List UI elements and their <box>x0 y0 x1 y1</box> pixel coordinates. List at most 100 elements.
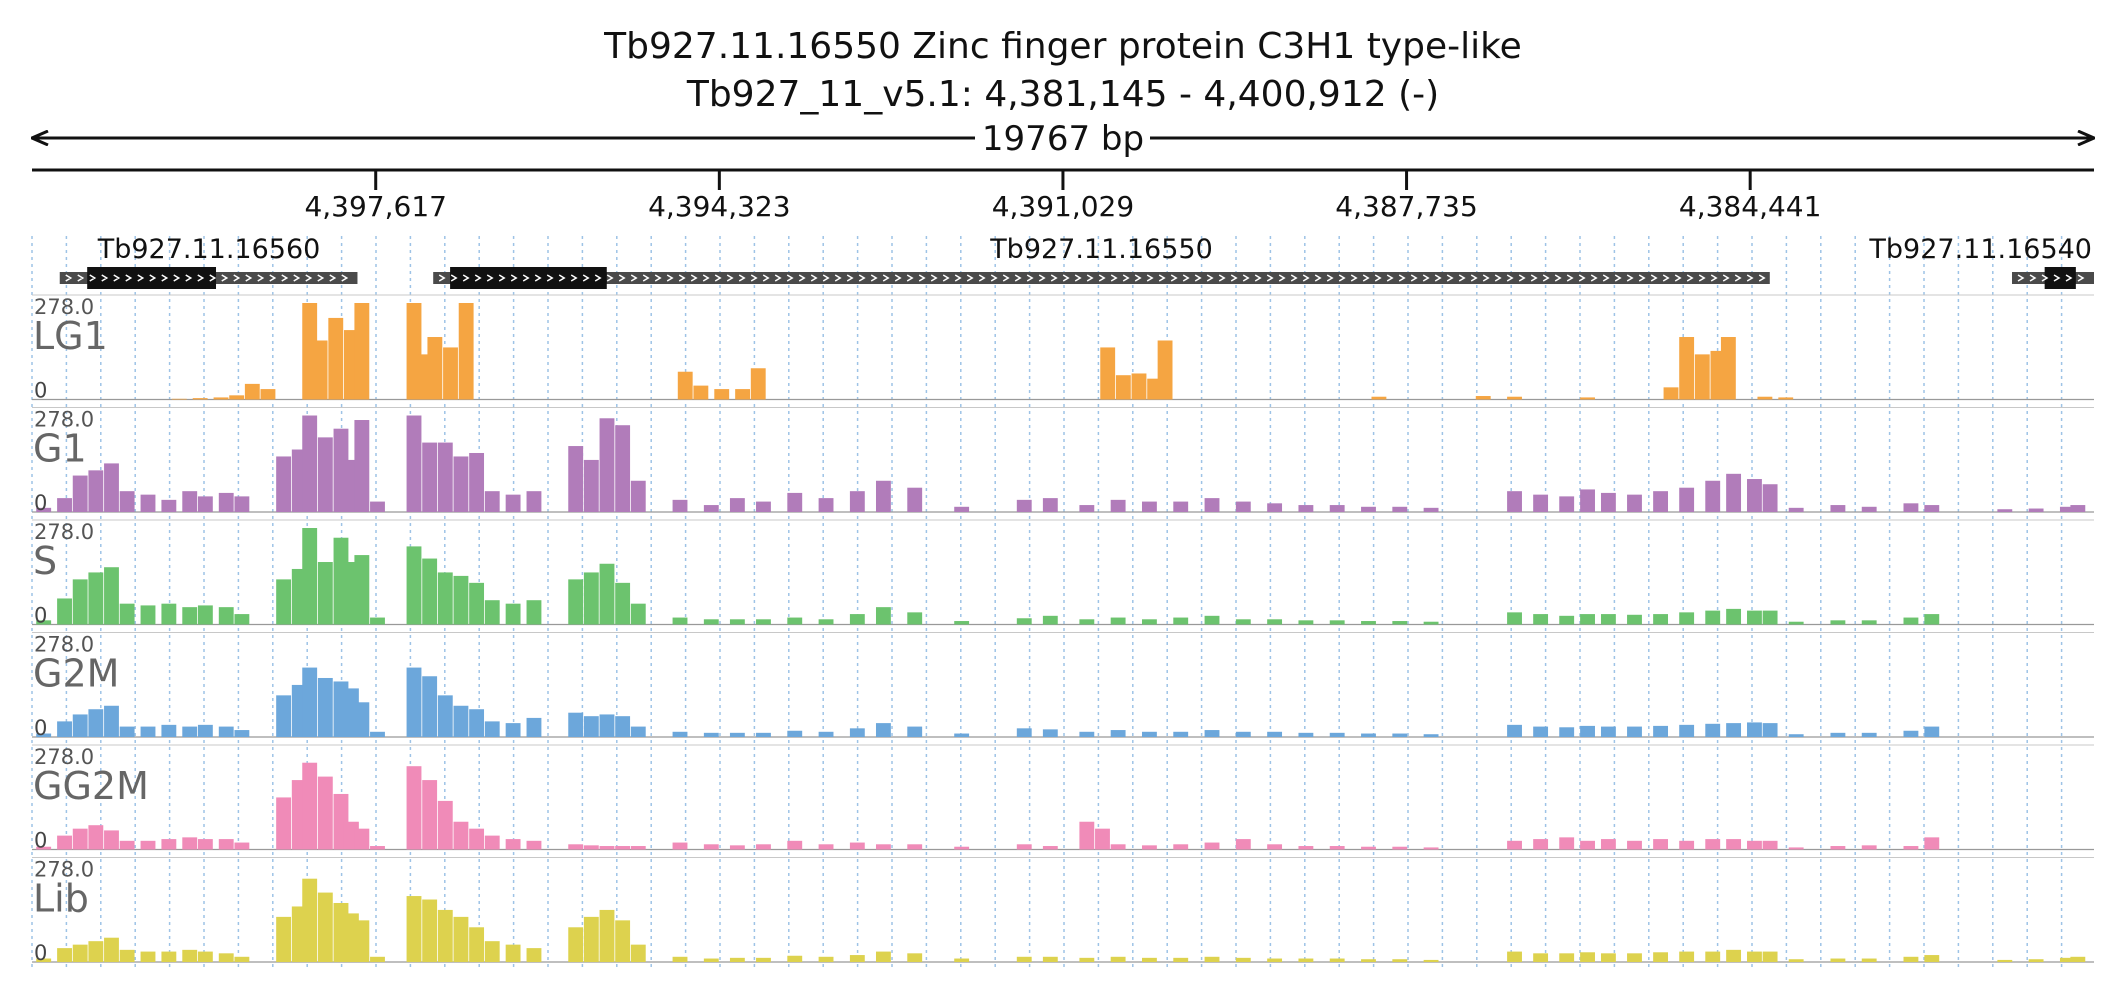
coverage-bar <box>1507 396 1522 400</box>
track-name: G1 <box>33 427 87 471</box>
coverage-bar <box>1653 491 1669 512</box>
coverage-bar <box>703 505 719 512</box>
coverage-bar <box>88 709 104 737</box>
coverage-bar <box>630 726 646 737</box>
coverage-bar <box>1903 956 1919 962</box>
coverage-bar <box>818 498 834 512</box>
coverage-bar <box>756 844 771 850</box>
coverage-bar <box>406 766 422 850</box>
coverage-bar <box>703 844 719 850</box>
coverage-bar <box>161 603 177 625</box>
gene-Tb927.11.16550[interactable]: Tb927.11.16550 <box>433 234 1770 289</box>
coverage-bar <box>484 600 500 625</box>
coverage-bar <box>1042 729 1058 737</box>
coverage-bar <box>36 620 52 625</box>
coverage-bar <box>57 721 72 737</box>
coverage-bar <box>354 303 370 400</box>
coverage-bar <box>703 619 719 625</box>
coverage-bar <box>505 603 521 625</box>
coverage-bar <box>714 389 730 400</box>
coverage-bar <box>615 716 631 737</box>
coverage-bar <box>756 732 771 737</box>
coverage-bar <box>568 712 584 737</box>
coverage-bar <box>2028 508 2044 512</box>
coverage-bar <box>2059 957 2075 962</box>
coverage-bar <box>1392 506 1408 512</box>
coverage-bar <box>672 499 688 512</box>
coverage-bar <box>787 617 803 625</box>
coverage-bar <box>2028 959 2044 962</box>
track-ymin-label: 0 <box>34 379 47 403</box>
coverage-bar <box>1298 732 1314 737</box>
coverage-bar <box>1580 614 1595 625</box>
coverage-bar <box>354 828 370 850</box>
coverage-bar <box>907 487 923 512</box>
coverage-bar <box>1204 842 1220 850</box>
coverage-bar <box>119 491 135 512</box>
coverage-bar <box>57 498 72 512</box>
coverage-bar <box>453 456 469 512</box>
coverage-bar <box>1079 505 1095 512</box>
coverage-bar <box>1100 347 1116 400</box>
coverage-bar <box>1600 953 1616 962</box>
coverage-bar <box>88 470 104 512</box>
coverage-bar <box>1016 499 1032 512</box>
coverage-bar <box>583 916 599 962</box>
coverage-bar <box>1627 953 1642 962</box>
coverage-bar <box>1627 614 1642 625</box>
coverage-bar <box>818 619 834 625</box>
coverage-bar <box>1762 484 1778 512</box>
coverage-bar <box>119 726 135 737</box>
coverage-bar <box>1694 354 1710 400</box>
coverage-bar <box>526 948 542 962</box>
track-name: S <box>33 539 57 583</box>
axis-tick-label: 4,397,617 <box>304 190 447 223</box>
coverage-bar <box>443 347 458 400</box>
coverage-bar <box>119 603 135 625</box>
coverage-bar <box>1095 828 1110 850</box>
figure-title: Tb927.11.16550 Zinc finger protein C3H1 … <box>603 26 1522 67</box>
coverage-bar <box>1762 723 1778 737</box>
coverage-bar <box>615 846 631 850</box>
coverage-bar <box>1507 840 1522 850</box>
coverage-bar <box>849 842 865 850</box>
coverage-bar <box>469 582 485 625</box>
coverage-bar <box>1747 479 1762 512</box>
coverage-bar <box>907 726 923 737</box>
coverage-bar <box>729 957 745 962</box>
coverage-bar <box>422 676 438 737</box>
coverage-bar <box>1679 951 1695 962</box>
coverage-bar <box>954 733 970 737</box>
coverage-bar <box>171 398 187 400</box>
coverage-bar <box>954 846 970 850</box>
coverage-bar <box>1423 959 1439 962</box>
coverage-bar <box>1924 726 1940 737</box>
coverage-bar <box>1298 620 1314 625</box>
coverage-bar <box>317 562 333 625</box>
coverage-bar <box>1861 506 1877 512</box>
coverage-bar <box>36 846 52 850</box>
coverage-bar <box>104 567 119 625</box>
coverage-bar <box>1997 959 2013 962</box>
coverage-bar <box>1204 615 1220 625</box>
coverage-bar <box>505 839 521 850</box>
gene-strand-chevrons <box>65 274 349 282</box>
coverage-bar <box>1371 396 1387 400</box>
coverage-bar <box>453 916 469 962</box>
coverage-bar <box>954 958 970 962</box>
gene-Tb927.11.16540[interactable]: Tb927.11.16540 <box>1868 234 2094 289</box>
coverage-bar <box>276 695 292 737</box>
coverage-bar <box>615 425 631 512</box>
gene-Tb927.11.16560[interactable]: Tb927.11.16560 <box>59 234 358 289</box>
coverage-bar <box>1235 839 1251 850</box>
coverage-bar <box>599 846 615 850</box>
coverage-bar <box>583 845 599 850</box>
coverage-bar <box>234 842 250 850</box>
coverage-bar <box>1392 621 1408 625</box>
coverage-bar <box>1533 953 1549 962</box>
coverage-bar <box>72 828 88 850</box>
coverage-bar <box>218 492 234 512</box>
track-ymin-label: 0 <box>34 829 47 853</box>
coverage-bar <box>1235 731 1251 737</box>
